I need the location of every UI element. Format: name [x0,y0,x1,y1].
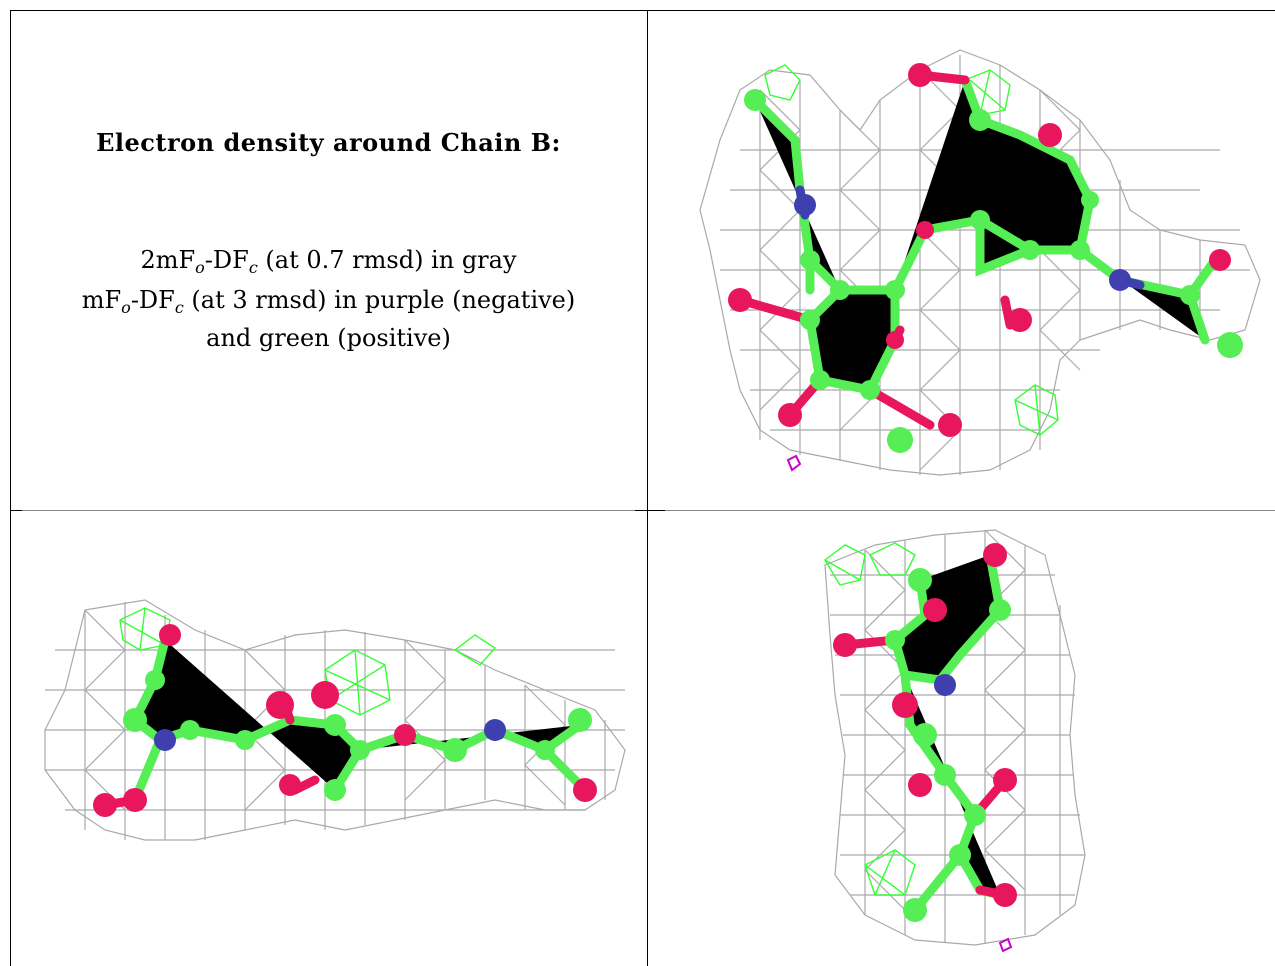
caption-line-2mfo: 2mFo-DFc (at 0.7 rmsd) in gray [140,246,517,277]
purple-mesh [786,454,802,472]
molecule-atoms [833,543,1017,922]
green-mesh [119,607,497,716]
border-middle [647,10,648,966]
border-top [10,10,1275,11]
molecule-atoms [728,63,1243,453]
caption-line-green: and green (positive) [206,324,451,352]
molecule-atoms [93,624,597,817]
caption-panel: Electron density around Chain B: 2mFo-DF… [10,10,647,510]
green-mesh [824,542,916,896]
density-view-bottom-left [44,599,626,841]
density-view-top-right [699,49,1261,476]
figure-grid: Electron density around Chain B: 2mFo-DF… [10,10,1275,966]
purple-mesh [998,937,1013,953]
caption-line-mfo: mFo-DFc (at 3 rmsd) in purple (negative) [81,286,576,317]
border-row-divider-left-dark [10,510,22,511]
border-left [10,10,11,966]
border-row-divider-mid-dark [635,510,665,511]
density-view-bottom-right [824,529,1086,953]
caption-title: Electron density around Chain B: [96,128,561,157]
